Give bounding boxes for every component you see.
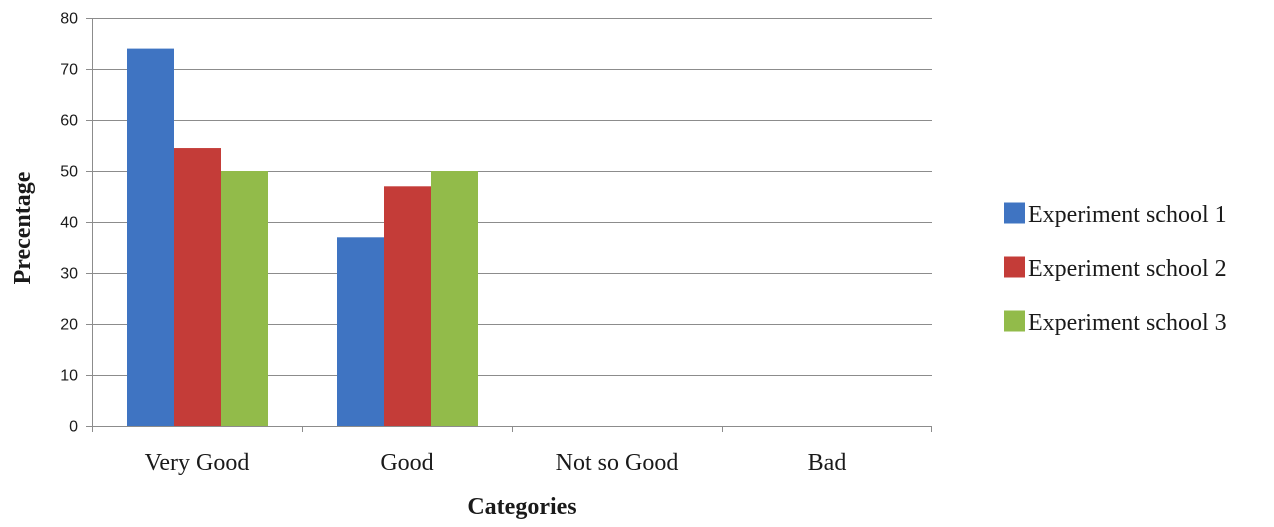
bar xyxy=(431,171,478,426)
y-tick-label: 0 xyxy=(69,419,78,436)
y-tick-label: 70 xyxy=(60,62,78,79)
legend-label: Experiment school 1 xyxy=(1028,202,1227,228)
x-axis-title: Categories xyxy=(467,494,576,520)
bars xyxy=(127,48,478,427)
x-category-label: Good xyxy=(380,450,433,476)
x-category-label: Bad xyxy=(808,450,847,476)
y-tick-label: 40 xyxy=(60,215,78,232)
bar xyxy=(337,237,384,426)
x-category-label: Not so Good xyxy=(556,450,679,476)
bar xyxy=(174,148,221,427)
y-tick-label: 20 xyxy=(60,317,78,334)
y-tick-label: 60 xyxy=(60,113,78,130)
legend: Experiment school 1 Experiment school 2 Ex… xyxy=(1004,202,1227,336)
y-axis-title: Precentage xyxy=(10,171,36,284)
y-tick-label: 30 xyxy=(60,266,78,283)
x-category-label: Very Good xyxy=(145,450,250,476)
bar xyxy=(127,48,174,426)
y-tick-label: 10 xyxy=(60,368,78,385)
bar xyxy=(384,186,431,426)
y-tick-label: 80 xyxy=(60,11,78,28)
y-tick-labels: 0 10 20 30 40 50 60 70 80 xyxy=(60,11,78,436)
axes xyxy=(86,18,932,432)
legend-label: Experiment school 2 xyxy=(1028,256,1227,282)
y-tick-label: 50 xyxy=(60,164,78,181)
legend-label: Experiment school 3 xyxy=(1028,310,1227,336)
legend-swatch xyxy=(1004,310,1025,332)
bar xyxy=(221,171,268,426)
x-category-labels: Very Good Good Not so Good Bad xyxy=(145,450,847,476)
legend-swatch xyxy=(1004,202,1025,224)
legend-swatch xyxy=(1004,256,1025,278)
